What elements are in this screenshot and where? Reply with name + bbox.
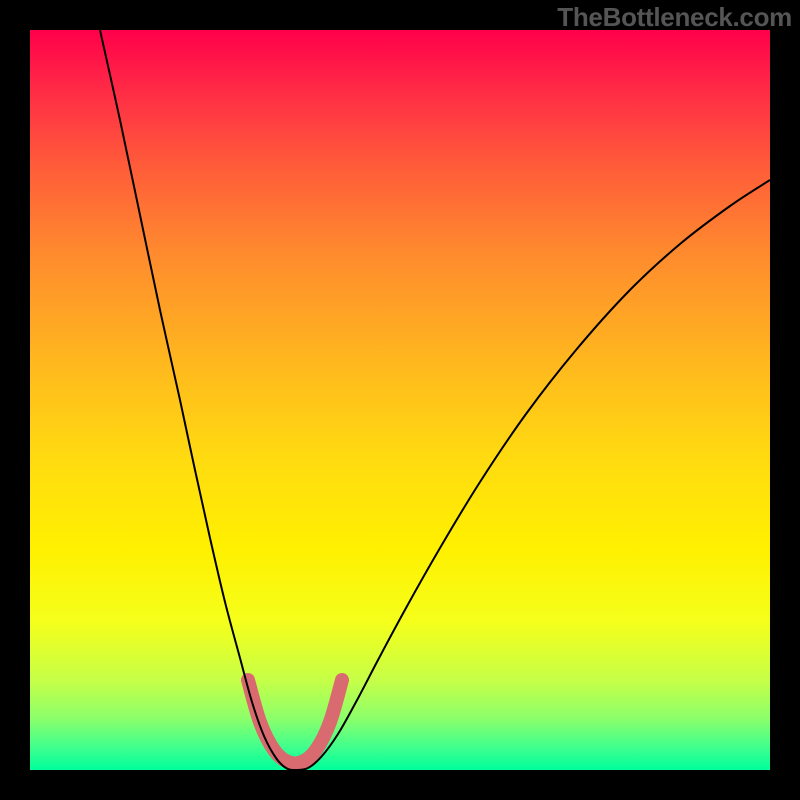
chart-frame: TheBottleneck.com (0, 0, 800, 800)
watermark-text: TheBottleneck.com (557, 2, 792, 33)
plot-area (30, 30, 770, 770)
gradient-background (30, 30, 770, 770)
bottleneck-chart (30, 30, 770, 770)
